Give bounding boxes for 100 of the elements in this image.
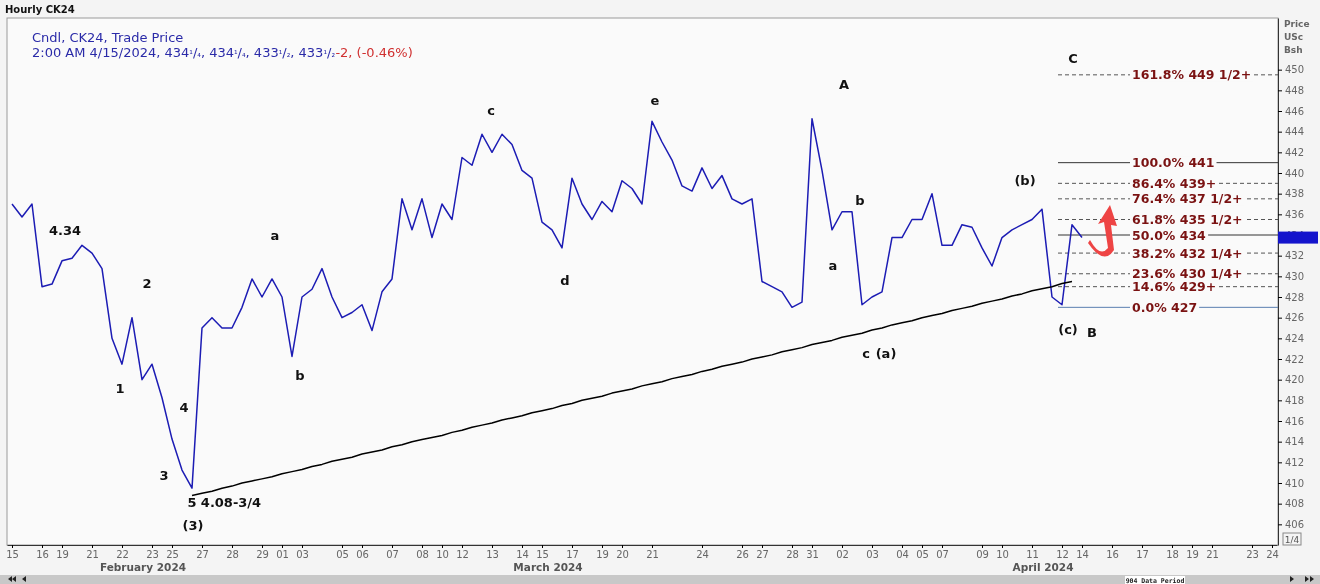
annotation: d (560, 273, 570, 288)
ref-line-label: 61.8% 435 1/2+ (1132, 212, 1243, 227)
chart-title: Hourly CK24 (5, 4, 75, 15)
annotation: c (487, 103, 495, 118)
annotation: C (1068, 51, 1078, 66)
y-tick-label: 442 (1285, 147, 1305, 159)
x-tick-label: 12 (456, 549, 469, 561)
x-tick-label: 10 (436, 549, 449, 561)
y-tick-label: 414 (1285, 436, 1305, 448)
x-tick-label: 16 (1106, 549, 1119, 561)
annotation: e (650, 93, 660, 108)
annotation: 4.08-3/4 (200, 495, 262, 510)
annotation: -2, (-0.46%) (335, 45, 413, 60)
text: Cndl, CK24, Trade Price (32, 30, 184, 45)
y-tick-label: 428 (1285, 291, 1305, 303)
y-tick-label: 410 (1285, 477, 1305, 489)
annotation: 1 (115, 381, 125, 396)
y-tick-label: 418 (1285, 395, 1305, 407)
x-tick-label: 27 (196, 549, 209, 561)
x-tick-label: 14 (1076, 549, 1089, 561)
x-tick-label: 02 (836, 549, 849, 561)
annotation: 3 (159, 468, 169, 483)
x-tick-label: 03 (296, 549, 309, 561)
annotation: (3) (182, 518, 204, 533)
x-tick-label: 17 (566, 549, 579, 561)
x-tick-label: 16 (36, 549, 49, 561)
x-tick-label: 19 (1186, 549, 1199, 561)
annotation: 4 (179, 400, 189, 415)
x-tick-label: 21 (1206, 549, 1219, 561)
x-tick-label: 24 (1266, 549, 1279, 561)
annotation: b (295, 368, 305, 383)
annotation: 4.34 (48, 223, 82, 238)
x-tick-label: 12 (1056, 549, 1069, 561)
x-tick-label: 26 (736, 549, 749, 561)
annotation: c (862, 346, 870, 361)
x-tick-label: 05 (336, 549, 349, 561)
x-tick-label: 09 (976, 549, 989, 561)
y-tick-label: 440 (1285, 167, 1305, 179)
y-tick-label: 448 (1285, 85, 1305, 97)
annotation: 2 (142, 276, 152, 291)
x-tick-label: 05 (916, 549, 929, 561)
ref-line-label: 100.0% 441 (1132, 155, 1215, 171)
x-tick-label: 07 (386, 549, 399, 561)
annotation: A (838, 77, 850, 92)
y-axis-title: Price USc Bsh (1284, 19, 1310, 55)
y-tick-label: 412 (1285, 457, 1305, 469)
x-tick-label: 15 (536, 549, 549, 561)
ref-line-label: 50.0% 434 (1132, 227, 1207, 243)
y-tick-label: 426 (1285, 312, 1305, 324)
x-tick-label: 29 (256, 549, 269, 561)
annotation: (b) (1014, 173, 1036, 188)
x-tick-label: 23 (146, 549, 159, 561)
ref-line-label: 0.0% 427 (1132, 299, 1198, 315)
ref-line-label: 23.6% 430 1/4+ (1132, 266, 1243, 282)
ref-line-label: 76.4% 437 1/2+ (1132, 191, 1243, 207)
y-tick-label: 432 (1285, 250, 1305, 262)
text: February 2024 (99, 561, 187, 573)
text: 1/4 (1284, 535, 1300, 545)
x-tick-label: 24 (696, 549, 709, 561)
y-tick-label: 424 (1285, 333, 1305, 345)
y-tick-label: 436 (1285, 209, 1305, 221)
x-tick-label: 13 (486, 549, 499, 561)
x-tick-label: 20 (616, 549, 629, 561)
text: April 2024 (1012, 561, 1074, 573)
x-tick-label: 04 (896, 549, 909, 561)
annotation: a (270, 228, 280, 243)
x-tick-label: 03 (866, 549, 879, 561)
ref-line-label: 38.2% 432 1/4+ (1132, 245, 1243, 261)
line-series (11, 118, 1083, 489)
x-tick-label: 19 (56, 549, 69, 561)
x-tick-label: 21 (86, 549, 99, 561)
y-tick-label: 420 (1285, 374, 1305, 386)
y-tick-label: 430 (1285, 271, 1305, 283)
x-tick-label: 28 (786, 549, 799, 561)
x-tick-label: 27 (756, 549, 769, 561)
x-tick-label: 14 (516, 549, 529, 561)
y-tick-label: 450 (1285, 64, 1305, 76)
annotation: (a) (875, 346, 897, 361)
x-tick-label: 06 (356, 549, 369, 561)
annotation: a (828, 258, 838, 273)
y-tick-label: 446 (1285, 105, 1305, 117)
text: 2:00 AM 4/15/2024, 434¹/₄, 434¹/₄, 433¹/₂, 433¹/₂ (32, 45, 335, 60)
y-tick-label: 406 (1285, 519, 1305, 531)
x-tick-label: 31 (806, 549, 819, 561)
y-tick-label: 408 (1285, 498, 1305, 510)
x-tick-label: 28 (226, 549, 239, 561)
x-tick-label: 21 (646, 549, 659, 561)
x-tick-label: 22 (116, 549, 129, 561)
x-tick-label: 08 (416, 549, 429, 561)
ref-line-label: 161.8% 449 1/2+ (1132, 67, 1252, 83)
x-tick-label: 23 (1246, 549, 1259, 561)
annotation: (c) (1058, 322, 1078, 337)
x-tick-label: 01 (276, 549, 289, 561)
y-tick-label: 416 (1285, 415, 1305, 427)
x-tick-label: 10 (996, 549, 1009, 561)
x-tick-label: 07 (936, 549, 949, 561)
x-tick-label: 15 (6, 549, 19, 561)
ref-line-label: 86.4% 439+ (1132, 175, 1217, 191)
x-tick-label: 25 (166, 549, 179, 561)
y-tick-label: 438 (1285, 188, 1305, 200)
